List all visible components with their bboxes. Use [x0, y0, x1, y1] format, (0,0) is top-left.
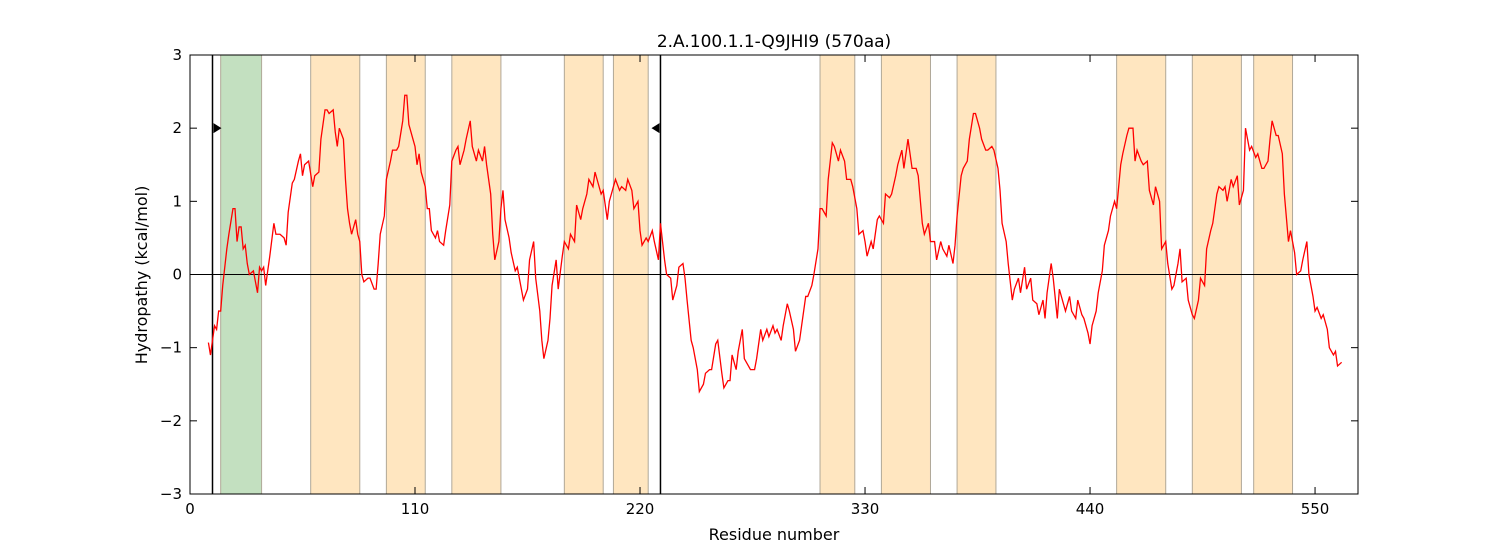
x-tick-label: 550 [1301, 500, 1330, 518]
y-tick-label: 0 [172, 266, 182, 284]
y-tick-label: −3 [160, 485, 182, 503]
y-tick-label: 2 [172, 119, 182, 137]
x-tick-label: 0 [185, 500, 195, 518]
x-tick-label: 110 [401, 500, 430, 518]
x-tick-label: 220 [626, 500, 655, 518]
x-axis-label: Residue number [709, 525, 840, 544]
chart-title: 2.A.100.1.1-Q9JHI9 (570aa) [657, 32, 891, 52]
y-tick-label: −2 [160, 412, 182, 430]
x-tick-label: 440 [1076, 500, 1105, 518]
y-tick-label: 1 [172, 192, 182, 210]
y-tick-label: −1 [160, 339, 182, 357]
y-axis-label: Hydropathy (kcal/mol) [132, 186, 151, 365]
hydropathy-line [207, 94, 1343, 394]
plot-area [190, 54, 1358, 495]
x-tick-label: 330 [851, 500, 880, 518]
boundary-marker [651, 123, 660, 134]
boundary-marker [213, 123, 222, 134]
y-tick-label: 3 [172, 46, 182, 64]
